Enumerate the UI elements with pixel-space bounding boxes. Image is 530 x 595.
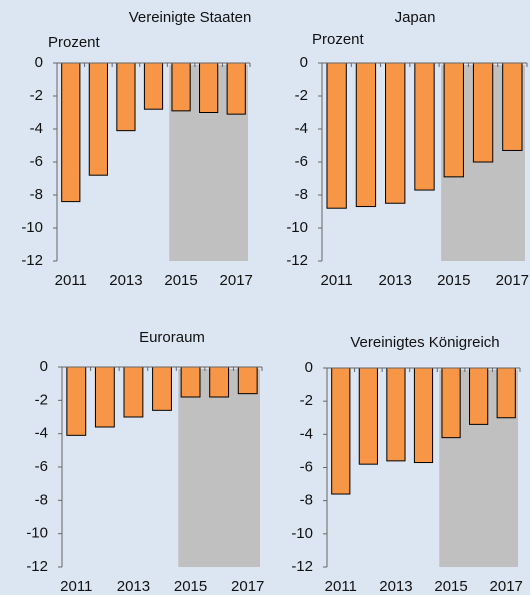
bar (94, 366, 115, 428)
x-tick-label: 2017 (490, 578, 523, 595)
bar (331, 367, 351, 495)
y-tick-label: -10 (21, 219, 43, 236)
y-tick-label: -2 (300, 392, 313, 409)
chart-title: Japan (395, 9, 436, 26)
bar (472, 62, 494, 163)
bar (61, 62, 81, 203)
y-axis-label: Prozent (48, 34, 101, 51)
y-tick-label: -4 (300, 425, 313, 442)
y-tick-label: 0 (35, 54, 43, 71)
y-tick-label: -8 (30, 186, 43, 203)
x-tick-label: 2013 (109, 272, 142, 289)
bar (414, 62, 435, 191)
x-tick-label: 2013 (379, 272, 412, 289)
y-tick-label: -8 (35, 491, 48, 508)
x-tick-label: 2015 (164, 272, 197, 289)
bar (116, 62, 136, 132)
x-tick-label: 2011 (325, 578, 357, 595)
y-tick-label: -4 (295, 120, 308, 137)
y-tick-label: -12 (26, 558, 48, 575)
x-tick-label: 2011 (60, 578, 92, 595)
chart-title: Vereinigte Staaten (129, 9, 252, 26)
x-tick-label: 2013 (379, 578, 412, 595)
bar (143, 62, 164, 110)
chart-title: Euroraum (139, 329, 205, 346)
bar (199, 62, 219, 113)
bar (441, 367, 461, 439)
y-tick-label: -4 (30, 120, 43, 137)
x-tick-label: 2015 (437, 272, 470, 289)
bar (171, 62, 191, 112)
y-tick-label: -12 (291, 558, 313, 575)
bar (326, 62, 347, 209)
x-tick-label: 2011 (321, 272, 353, 289)
bar (355, 62, 377, 208)
x-tick-label: 2015 (174, 578, 207, 595)
bar (180, 366, 201, 398)
bar (385, 62, 406, 204)
forecast-shade (178, 369, 260, 567)
bar (152, 366, 172, 411)
y-tick-label: 0 (305, 359, 313, 376)
bar (226, 62, 246, 115)
y-tick-label: 0 (40, 358, 48, 375)
x-tick-label: 2013 (117, 578, 150, 595)
bar (502, 62, 523, 151)
y-tick-label: -8 (300, 492, 313, 509)
y-tick-label: -8 (295, 186, 308, 203)
x-tick-label: 2015 (434, 578, 467, 595)
bar (88, 62, 108, 176)
y-tick-label: -6 (295, 153, 308, 170)
bar (123, 366, 144, 418)
y-tick-label: -4 (35, 425, 48, 442)
chart-title: Vereinigtes Königreich (350, 334, 499, 351)
x-tick-label: 2017 (220, 272, 253, 289)
y-axis-label: Prozent (312, 31, 365, 48)
y-tick-label: -6 (35, 458, 48, 475)
y-tick-label: -2 (35, 391, 48, 408)
y-tick-label: -10 (291, 525, 313, 542)
y-tick-label: -6 (30, 153, 43, 170)
y-tick-label: 0 (300, 54, 308, 71)
bar (386, 367, 406, 462)
y-tick-label: -12 (21, 252, 43, 269)
bar (443, 62, 464, 178)
x-tick-label: 2017 (496, 272, 529, 289)
y-tick-label: -2 (30, 87, 43, 104)
bar (496, 367, 516, 419)
y-tick-label: -6 (300, 458, 313, 475)
bar (237, 366, 258, 395)
x-tick-label: 2017 (231, 578, 264, 595)
bar (209, 366, 230, 398)
y-tick-label: -10 (26, 525, 48, 542)
y-tick-label: -10 (286, 219, 308, 236)
bar (66, 366, 87, 436)
y-tick-label: -2 (295, 87, 308, 104)
bar (358, 367, 378, 465)
bar (469, 367, 489, 425)
y-tick-label: -12 (286, 252, 308, 269)
bar (413, 367, 434, 464)
x-tick-label: 2011 (55, 272, 87, 289)
